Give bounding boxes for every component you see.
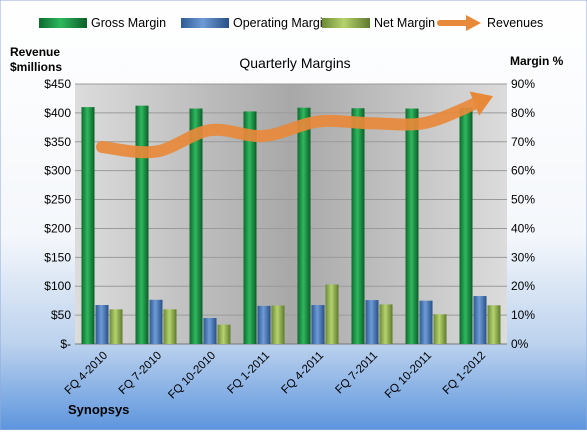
left-tick-label: $400 — [44, 106, 71, 120]
bar-gross-margin — [405, 108, 419, 344]
left-tick-label: $350 — [44, 135, 71, 149]
legend-item-net-margin: Net Margin — [322, 16, 435, 30]
legend-swatch-net-margin — [322, 18, 370, 28]
legend-item-gross-margin: Gross Margin — [39, 16, 166, 30]
right-tick-label: 40% — [511, 221, 535, 235]
bar-gross-margin — [297, 107, 311, 344]
bar-operating-margin — [95, 305, 109, 344]
bar-net-margin — [109, 309, 123, 344]
bar-net-margin — [163, 309, 177, 344]
bar-operating-margin — [203, 318, 217, 344]
right-axis-ticks: 0% 10% 20% 30% 40% 50% 60% 70% 80% 90% — [511, 77, 535, 351]
right-tick-label: 20% — [511, 279, 535, 293]
right-tick-label: 0% — [511, 337, 529, 351]
legend: Gross Margin Operating Margin Net Margin… — [39, 15, 543, 31]
left-axis-ticks: $- $50 $100 $150 $200 $250 $300 $350 $400 $450 — [44, 77, 71, 351]
left-axis-label-line-2: $millions — [10, 60, 62, 74]
right-axis-label: Margin % — [510, 54, 564, 68]
bar-net-margin — [217, 324, 231, 344]
bar-operating-margin — [311, 305, 325, 344]
right-tick-label: 80% — [511, 106, 535, 120]
bar-net-margin — [271, 305, 285, 344]
legend-label-gross-margin: Gross Margin — [91, 16, 166, 30]
left-tick-label: $250 — [44, 193, 71, 207]
bars — [81, 105, 501, 345]
bar-net-margin — [379, 304, 393, 344]
bar-gross-margin — [189, 108, 203, 344]
bar-operating-margin — [473, 296, 487, 344]
right-tick-label: 70% — [511, 135, 535, 149]
bar-operating-margin — [257, 305, 271, 344]
left-tick-label: $100 — [44, 279, 71, 293]
legend-label-revenues: Revenues — [487, 16, 543, 30]
right-tick-label: 50% — [511, 193, 535, 207]
revenue-arrow-icon — [469, 91, 494, 116]
bar-net-margin — [325, 284, 339, 344]
bar-net-margin — [433, 314, 447, 344]
bar-gross-margin — [459, 107, 473, 344]
revenue-line-path — [96, 95, 486, 159]
bar-operating-margin — [419, 300, 433, 344]
left-axis-label-line-1: Revenue — [10, 45, 60, 59]
footer-label: Synopsys — [68, 402, 129, 417]
bar-operating-margin — [149, 299, 163, 344]
legend-arrow-icon — [466, 15, 481, 31]
legend-label-net-margin: Net Margin — [374, 16, 435, 30]
bar-net-margin — [487, 305, 501, 344]
left-tick-label: $200 — [44, 221, 71, 235]
left-tick-label: $50 — [51, 308, 71, 322]
legend-item-operating-margin: Operating Margin — [181, 16, 330, 30]
revenue-line — [96, 91, 494, 159]
bar-gross-margin — [135, 105, 149, 345]
legend-swatch-operating-margin — [181, 18, 229, 28]
chart-title: Quarterly Margins — [239, 55, 350, 71]
left-tick-label: $300 — [44, 164, 71, 178]
left-tick-label: $450 — [44, 77, 71, 91]
bar-gross-margin — [81, 107, 95, 344]
bar-operating-margin — [365, 300, 379, 344]
right-tick-label: 90% — [511, 77, 535, 91]
right-tick-label: 60% — [511, 164, 535, 178]
legend-swatch-gross-margin — [39, 18, 87, 28]
left-tick-label: $150 — [44, 250, 71, 264]
right-tick-label: 10% — [511, 308, 535, 322]
bar-gross-margin — [351, 108, 365, 345]
bar-gross-margin — [243, 111, 257, 344]
legend-label-operating-margin: Operating Margin — [233, 16, 330, 30]
right-tick-label: 30% — [511, 250, 535, 264]
left-tick-label: $- — [60, 337, 71, 351]
legend-item-revenues: Revenues — [437, 15, 543, 31]
